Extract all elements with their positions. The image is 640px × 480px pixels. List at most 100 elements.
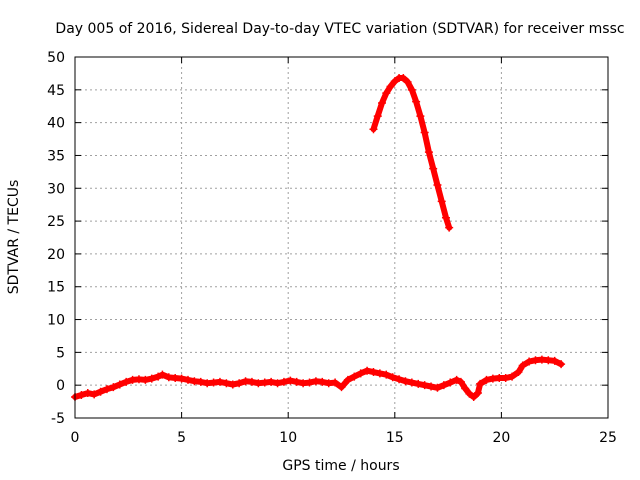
data-point xyxy=(416,112,425,121)
data-point xyxy=(446,378,455,387)
data-point xyxy=(441,213,450,222)
data-point xyxy=(407,85,416,94)
x-tick-label: 10 xyxy=(279,430,297,446)
data-point xyxy=(407,378,416,387)
data-point xyxy=(109,383,118,392)
data-point xyxy=(77,391,86,400)
data-layer xyxy=(71,74,566,401)
data-point xyxy=(83,389,92,398)
data-point xyxy=(414,379,423,388)
data-point xyxy=(158,370,167,379)
data-point xyxy=(343,375,352,384)
x-tick-label: 0 xyxy=(71,430,80,446)
axis-ticks: 0 5 10 15 20 25 -5 0 5 10 15 20 25 30 35 40 45 50 xyxy=(47,50,617,446)
data-point xyxy=(518,361,527,370)
series-peak-arc xyxy=(369,74,454,232)
y-tick-label: 35 xyxy=(47,148,65,164)
data-point xyxy=(465,389,474,398)
data-point xyxy=(482,375,491,384)
data-point xyxy=(401,377,410,386)
x-axis-label: GPS time / hours xyxy=(282,458,399,474)
data-point xyxy=(420,381,429,390)
y-tick-label: 0 xyxy=(56,378,65,394)
data-point xyxy=(247,377,256,386)
data-point xyxy=(350,372,359,381)
y-tick-label: 30 xyxy=(47,181,65,197)
data-point xyxy=(286,376,295,385)
data-point xyxy=(403,77,412,86)
data-point xyxy=(439,381,448,390)
data-point xyxy=(373,112,382,121)
data-point xyxy=(102,385,111,394)
data-point xyxy=(378,98,387,107)
data-point xyxy=(412,97,421,106)
y-tick-label: -5 xyxy=(51,411,65,427)
data-point xyxy=(196,377,205,386)
data-point xyxy=(508,372,517,381)
data-point xyxy=(433,180,442,189)
data-point xyxy=(390,77,399,86)
data-point xyxy=(337,383,346,392)
data-point xyxy=(501,373,510,382)
y-tick-label: 5 xyxy=(56,345,65,361)
data-point xyxy=(557,360,566,369)
data-point xyxy=(279,377,288,386)
data-point xyxy=(222,379,231,388)
data-point xyxy=(452,375,461,384)
data-point xyxy=(356,369,365,378)
data-point xyxy=(386,82,395,91)
y-tick-label: 45 xyxy=(47,83,65,99)
data-point xyxy=(305,378,314,387)
series-main-track xyxy=(71,355,566,401)
data-point xyxy=(369,368,378,377)
data-point xyxy=(90,390,99,399)
y-tick-label: 10 xyxy=(47,313,65,329)
data-point xyxy=(292,377,301,386)
series-line xyxy=(370,75,453,231)
data-point xyxy=(154,372,163,381)
data-point xyxy=(550,356,559,365)
data-point xyxy=(525,357,534,366)
data-point xyxy=(473,389,482,398)
chart-title: Day 005 of 2016, Sidereal Day-to-day VTE… xyxy=(55,21,624,37)
data-point xyxy=(420,128,429,137)
data-point xyxy=(395,375,404,384)
data-point xyxy=(476,379,485,388)
x-tick-label: 25 xyxy=(599,430,617,446)
data-point xyxy=(429,164,438,173)
x-tick-label: 20 xyxy=(492,430,510,446)
data-point xyxy=(388,373,397,382)
data-point xyxy=(235,379,244,388)
data-point xyxy=(427,382,436,391)
data-point xyxy=(331,378,340,387)
data-point xyxy=(469,392,478,401)
data-point xyxy=(273,379,282,388)
data-point xyxy=(215,377,224,386)
y-axis-label: SDTVAR / TECUs xyxy=(6,180,22,295)
y-tick-label: 40 xyxy=(47,116,65,132)
data-point xyxy=(375,369,384,378)
data-point xyxy=(437,197,446,206)
data-point xyxy=(177,374,186,383)
data-point xyxy=(318,377,327,386)
data-point xyxy=(424,148,433,157)
data-point xyxy=(456,377,465,386)
data-point xyxy=(445,223,454,232)
data-point xyxy=(141,375,150,384)
data-point xyxy=(147,374,156,383)
data-point xyxy=(183,375,192,384)
data-point xyxy=(363,366,372,375)
data-point xyxy=(382,89,391,98)
y-tick-label: 20 xyxy=(47,247,65,263)
data-point xyxy=(122,377,131,386)
data-point xyxy=(267,377,276,386)
data-point xyxy=(433,383,442,392)
x-tick-label: 15 xyxy=(386,430,404,446)
y-tick-label: 25 xyxy=(47,214,65,230)
data-point xyxy=(228,380,237,389)
data-point xyxy=(399,74,408,83)
y-tick-label: 15 xyxy=(47,280,65,296)
data-point xyxy=(115,380,124,389)
y-tick-label: 50 xyxy=(47,50,65,66)
